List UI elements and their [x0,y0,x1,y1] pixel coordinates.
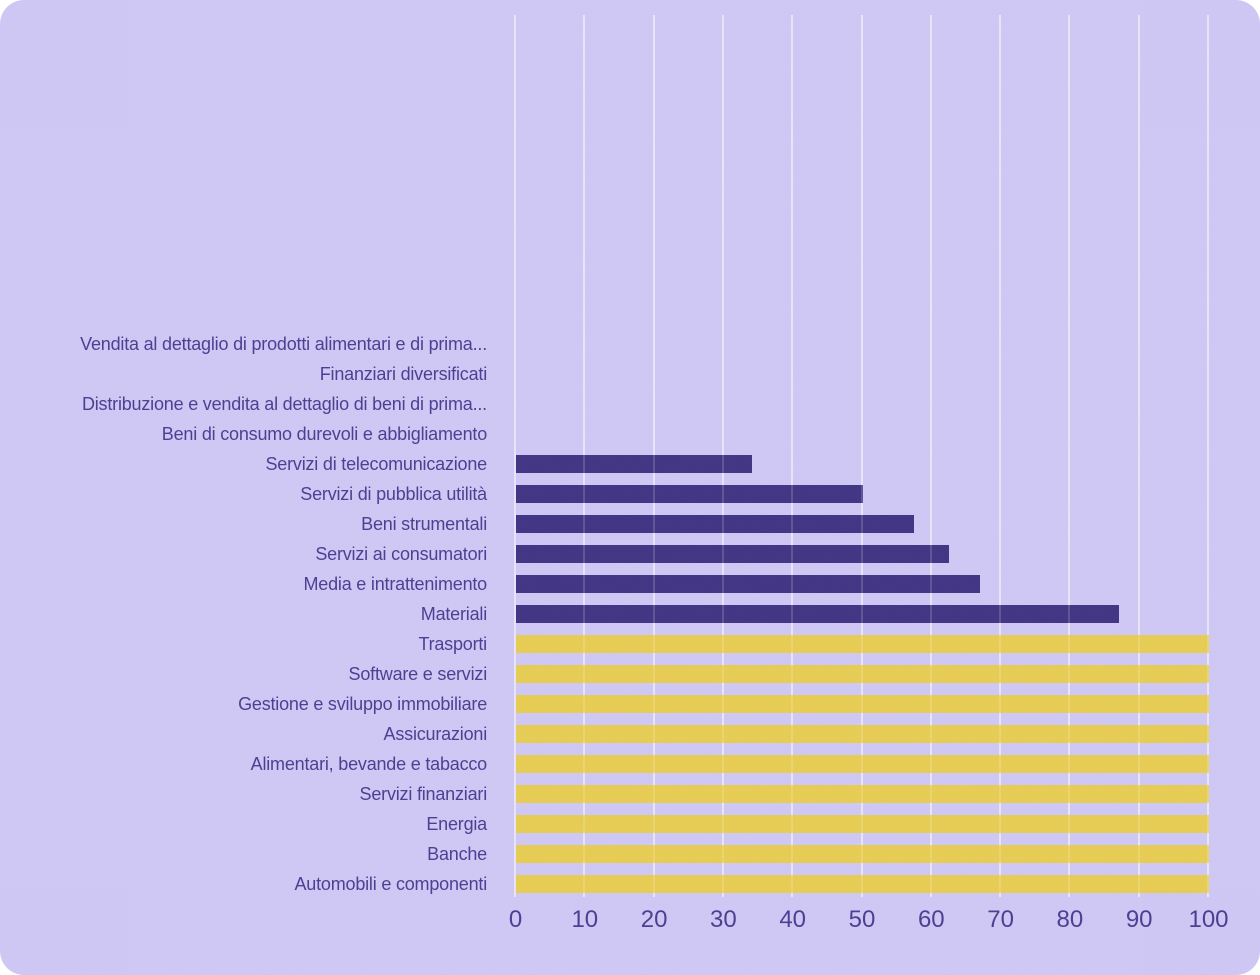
x-axis-tick-label: 80 [1056,906,1084,933]
category-label: Finanziari diversificati [319,363,487,384]
category-label: Gestione e sviluppo immobiliare [238,693,487,714]
x-axis-tick-label: 90 [1125,906,1153,933]
x-axis-tick-label: 50 [848,906,876,933]
bars-layer [515,15,1209,897]
category-label: Beni di consumo durevoli e abbigliamento [161,423,487,444]
category-label: Software e servizi [348,663,488,684]
plot-area [514,15,1209,897]
category-label: Alimentari, bevande e tabacco [250,753,488,774]
category-label: Vendita al dettaglio di prodotti aliment… [80,333,487,354]
x-axis-tick-label: 40 [779,906,807,933]
bar [516,574,981,593]
x-axis-tick-label: 10 [571,906,599,933]
x-axis-tick-label: 60 [917,906,945,933]
category-label: Materiali [420,603,487,624]
bar [516,514,915,533]
bar [516,634,1209,653]
x-axis-tick-label: 20 [640,906,668,933]
category-label: Servizi di telecomunicazione [265,453,487,474]
x-axis-tick-label: 100 [1188,906,1229,933]
bar [516,604,1119,623]
category-label: Media e intrattenimento [303,573,487,594]
category-label: Energia [426,813,487,834]
bar [516,844,1209,863]
category-label: Servizi ai consumatori [315,543,487,564]
bar [516,814,1209,833]
category-label: Assicurazioni [383,723,488,744]
x-axis-tick-label: 70 [987,906,1014,933]
x-axis: 0 10 20 30 40 50 60 70 80 90 100 [0,903,1260,943]
bar [516,544,950,563]
category-label: Servizi di pubblica utilità [300,483,487,504]
bar [516,484,863,503]
category-label: Beni strumentali [361,513,487,534]
x-axis-tick-label: 30 [710,906,737,933]
x-axis-tick-label: 0 [508,906,523,933]
category-label: Distribuzione e vendita al dettaglio di … [81,393,487,414]
bar [516,664,1209,683]
category-label: Servizi finanziari [359,783,488,804]
bar [516,784,1209,803]
bar [516,754,1209,773]
bar [516,454,752,473]
bar [516,694,1209,713]
category-labels: Vendita al dettaglio di prodotti aliment… [0,0,487,975]
category-label: Trasporti [418,633,487,654]
category-label: Banche [427,843,487,864]
category-label: Automobili e componenti [294,873,487,894]
bar [516,724,1209,743]
bar [516,874,1209,893]
